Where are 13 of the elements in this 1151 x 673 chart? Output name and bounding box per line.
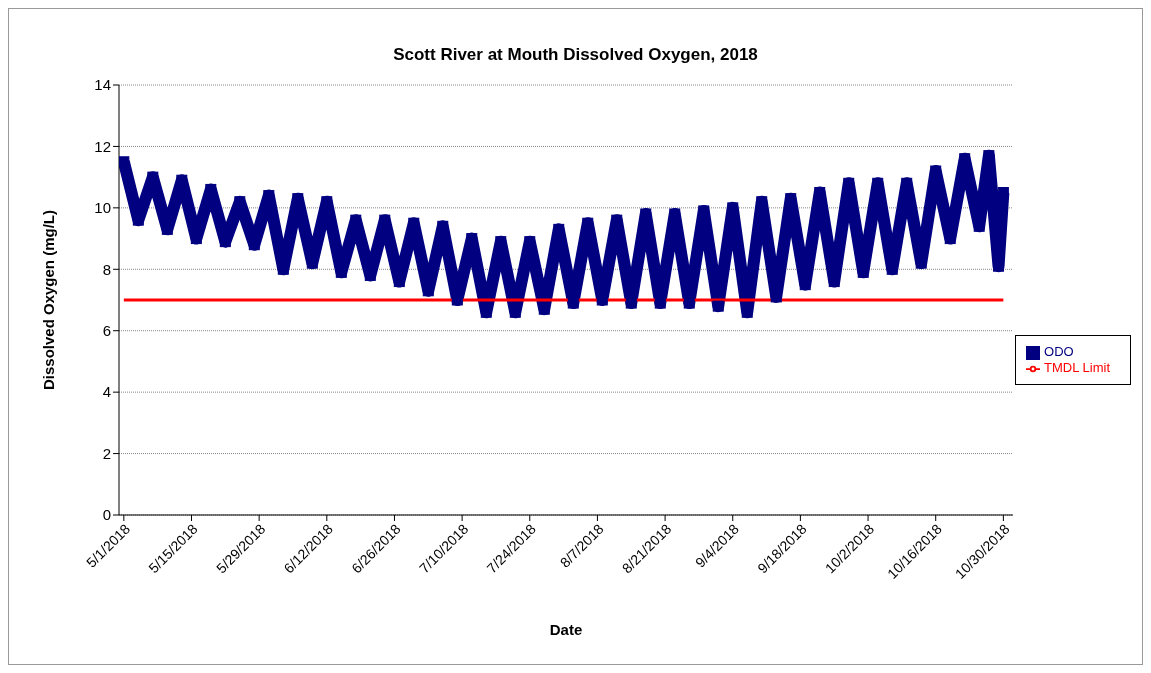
y-tick-label: 2	[102, 444, 111, 462]
y-tick-label: 12	[94, 137, 111, 155]
legend-label: TMDL Limit	[1044, 360, 1110, 375]
y-axis-title: Dissolved Oxygen (mg/L)	[40, 209, 58, 391]
chart-title: Scott River at Mouth Dissolved Oxygen, 2018	[392, 44, 759, 65]
x-axis-title: Date	[549, 621, 583, 638]
y-tick-label: 10	[94, 199, 111, 217]
y-tick-label: 14	[94, 76, 111, 94]
y-tick-label: 4	[102, 383, 111, 401]
y-tick-label: 0	[102, 506, 111, 524]
y-tick-label: 6	[102, 322, 111, 340]
y-tick-label: 8	[102, 260, 111, 278]
legend-label: ODO	[1044, 344, 1074, 360]
